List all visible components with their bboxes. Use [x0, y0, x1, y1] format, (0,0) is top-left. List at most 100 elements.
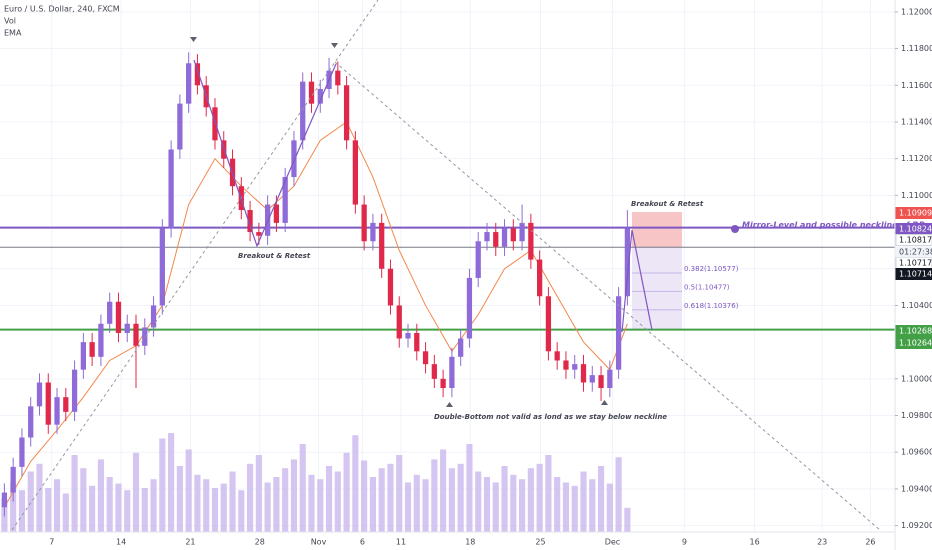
- candle-body: [466, 277, 473, 339]
- volume-bar: [45, 488, 52, 532]
- y-tick-label: 1.09200: [901, 521, 932, 530]
- volume-bar: [299, 444, 306, 532]
- candle-body: [124, 323, 130, 333]
- marker: [446, 402, 453, 407]
- candle-body: [150, 305, 157, 328]
- y-tick-label: 1.09400: [901, 484, 932, 493]
- volume-bar: [440, 449, 447, 532]
- volume-bar: [483, 477, 491, 532]
- volume-bar: [282, 468, 289, 532]
- volume-bar: [580, 471, 587, 532]
- candle-body: [379, 222, 385, 269]
- x-tick-label: 16: [750, 538, 760, 547]
- volume-bar: [378, 468, 385, 532]
- candle-body: [554, 351, 560, 361]
- volume-bar: [545, 455, 552, 532]
- candle-body: [501, 228, 508, 247]
- volume-bar: [615, 457, 622, 532]
- x-tick-label: 18: [465, 538, 475, 547]
- annotation: Mirror-Level and possible neckline of DB: [742, 221, 925, 230]
- candle-body: [186, 63, 192, 104]
- volume-bar: [273, 477, 280, 532]
- candle-body: [528, 222, 534, 260]
- volume-bar: [317, 479, 324, 532]
- volume-bar: [229, 471, 236, 532]
- volume-bar: [431, 459, 438, 532]
- volume-bar: [527, 468, 534, 532]
- candle-body: [343, 85, 350, 141]
- volume-bar: [80, 468, 87, 532]
- candle-body: [28, 406, 34, 438]
- volume-bar: [597, 466, 605, 532]
- candle-body: [422, 351, 429, 365]
- volume-bar: [36, 463, 43, 532]
- marker: [190, 37, 197, 42]
- volume-bar: [571, 485, 578, 532]
- indicator-label: Vol: [4, 17, 16, 26]
- trend-line: [11, 0, 379, 531]
- volume-bar: [308, 474, 315, 532]
- chart-title: Euro / U.S. Dollar, 240, FXCM: [4, 5, 120, 14]
- pattern-line: [621, 229, 653, 333]
- candle-body: [607, 369, 613, 388]
- volume-bar: [624, 507, 631, 532]
- candle-body: [387, 268, 394, 306]
- annotation-dot: [731, 225, 739, 233]
- volume-bar: [562, 482, 570, 532]
- volume-bar: [10, 482, 17, 532]
- x-tick-label: 25: [535, 538, 545, 547]
- candle-body: [247, 210, 253, 233]
- volume-bar: [396, 455, 403, 532]
- x-tick-label: 11: [396, 538, 406, 547]
- candle-body: [361, 204, 367, 242]
- price-label: 1.10824: [899, 225, 932, 234]
- candle-body: [317, 88, 323, 104]
- volume-bar: [238, 490, 245, 532]
- candle-body: [510, 228, 516, 242]
- volume-bar: [203, 479, 210, 532]
- price-label: 1.10264: [899, 339, 932, 348]
- volume-bar: [536, 463, 543, 532]
- volume-bar: [220, 483, 227, 532]
- price-label-box: [895, 337, 932, 349]
- y-tick-label: 1.10000: [901, 374, 932, 383]
- volume-bar: [168, 433, 175, 532]
- candle-body: [519, 222, 525, 242]
- y-tick-label: 1.11000: [901, 191, 932, 200]
- volume-bar: [606, 483, 613, 532]
- y-tick-label: 1.11200: [901, 154, 932, 163]
- volume-bar: [185, 449, 192, 532]
- volume-bar: [27, 471, 34, 532]
- volume-bar: [194, 474, 201, 532]
- price-label: 1.10909: [899, 209, 932, 218]
- candle-body: [177, 103, 183, 150]
- x-tick-label: 14: [116, 538, 126, 547]
- candle-body: [1, 492, 8, 508]
- candle-body: [580, 364, 587, 383]
- candle-body: [598, 375, 604, 388]
- volume-bar: [264, 482, 271, 532]
- marker: [601, 400, 608, 405]
- volume-bar: [247, 463, 254, 532]
- countdown-box: [896, 246, 932, 258]
- candle-body: [282, 177, 288, 223]
- volume-bar: [115, 483, 122, 532]
- volume-bar: [352, 435, 359, 532]
- candle-body: [545, 296, 552, 352]
- candle-body: [45, 382, 51, 425]
- volume-bar: [71, 455, 78, 532]
- volume-bar: [519, 479, 526, 532]
- volume-bar: [150, 479, 157, 532]
- candle-body: [98, 323, 104, 357]
- x-tick-label: Nov: [311, 538, 327, 547]
- price-label-box: [895, 268, 932, 280]
- volume-bar: [510, 474, 517, 532]
- fib-box: [632, 247, 682, 330]
- fib-label: 0.618(1.10376): [684, 302, 739, 310]
- candle-body: [370, 222, 376, 242]
- trend-line: [334, 61, 881, 531]
- candle-body: [107, 301, 113, 324]
- volume-bar: [211, 488, 219, 532]
- volume-bar: [97, 459, 104, 532]
- candle-body: [300, 81, 306, 141]
